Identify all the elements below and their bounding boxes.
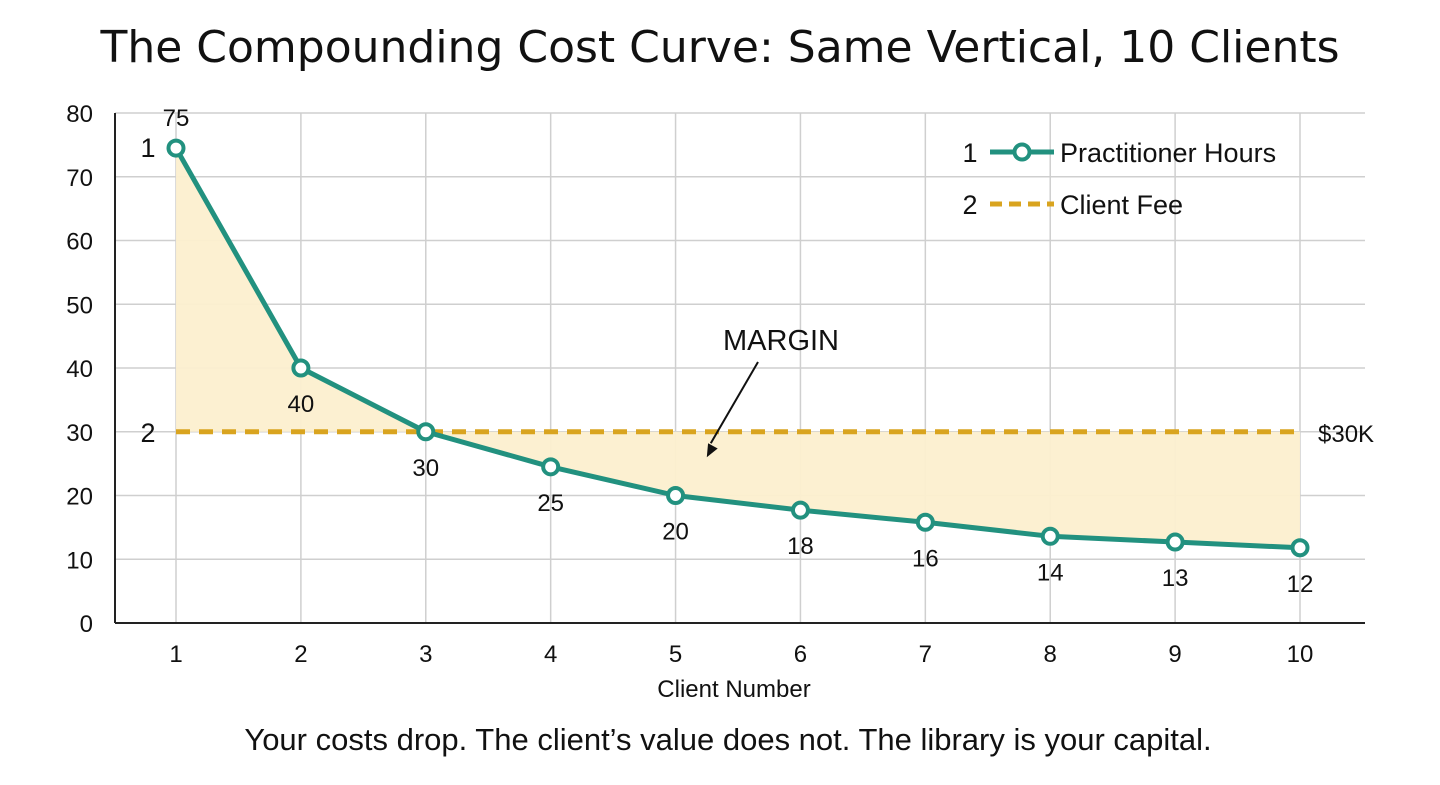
- legend-marker-label-fee: 2: [962, 190, 977, 220]
- data-point: [1165, 532, 1185, 552]
- data-point: [790, 500, 810, 520]
- data-label: 25: [537, 490, 564, 517]
- data-point: [915, 512, 935, 532]
- y-tick-label: 50: [66, 292, 93, 319]
- legend-marker-label-hours: 1: [962, 138, 977, 168]
- data-label: 20: [662, 519, 689, 546]
- x-tick-label: 2: [294, 641, 307, 668]
- y-tick-label: 40: [66, 356, 93, 383]
- x-tick-label: 10: [1287, 641, 1314, 668]
- margin-fill: [176, 148, 1300, 548]
- legend-entry-fee: Client Fee: [1060, 190, 1183, 220]
- chart-caption: Your costs drop. The client’s value does…: [244, 722, 1212, 757]
- x-axis-label: Client Number: [657, 676, 811, 703]
- x-tick-label: 8: [1044, 641, 1057, 668]
- data-label: 30: [412, 455, 439, 482]
- data-point: [166, 138, 186, 158]
- data-label: 75: [163, 105, 190, 132]
- x-tick-label: 7: [919, 641, 932, 668]
- chart-title: The Compounding Cost Curve: Same Vertica…: [100, 22, 1340, 73]
- x-tick-label: 5: [669, 641, 682, 668]
- y-tick-labels: 0 10 20 30 40 50 60 70 80: [66, 101, 93, 638]
- data-label: 13: [1162, 565, 1189, 592]
- x-tick-label: 3: [419, 641, 432, 668]
- data-label: 14: [1037, 559, 1064, 586]
- y-tick-label: 30: [66, 420, 93, 447]
- data-point: [1290, 538, 1310, 558]
- x-tick-label: 9: [1168, 641, 1181, 668]
- margin-arrow-head: [706, 443, 718, 458]
- data-label: 12: [1287, 571, 1314, 598]
- data-point: [416, 422, 436, 442]
- y-tick-label: 10: [66, 547, 93, 574]
- data-label: 18: [787, 533, 814, 560]
- margin-area: [176, 148, 1300, 548]
- y-tick-label: 70: [66, 165, 93, 192]
- x-tick-label: 6: [794, 641, 807, 668]
- series: [166, 138, 1310, 558]
- series-line-practitioner-hours: [173, 146, 1301, 551]
- data-point: [291, 358, 311, 378]
- margin-arrow-line: [709, 361, 759, 444]
- legend: 1 Practitioner Hours 2 Client Fee: [962, 138, 1276, 220]
- margin-annotation: MARGIN: [723, 325, 839, 357]
- x-tick-labels: 1 2 3 4 5 6 7 8 9 10: [169, 641, 1313, 668]
- data-label: 40: [288, 391, 315, 418]
- x-tick-label: 1: [169, 641, 182, 668]
- y-tick-label: 60: [66, 229, 93, 256]
- axes: [114, 113, 1365, 624]
- legend-entry-hours: Practitioner Hours: [1060, 138, 1276, 168]
- data-point: [666, 486, 686, 505]
- y-tick-label: 0: [80, 611, 93, 638]
- series-marker-label-hours: 1: [140, 133, 155, 163]
- series-marker-label-fee: 2: [140, 418, 155, 448]
- data-label: 16: [912, 545, 939, 572]
- fee-end-label: $30K: [1318, 421, 1374, 448]
- y-tick-label: 80: [66, 101, 93, 128]
- annotations: MARGIN: [706, 325, 839, 458]
- data-point: [541, 457, 561, 477]
- x-tick-label: 4: [544, 641, 557, 668]
- data-point: [1040, 526, 1060, 546]
- legend-swatch-marker: [1012, 142, 1032, 162]
- y-tick-label: 20: [66, 484, 93, 511]
